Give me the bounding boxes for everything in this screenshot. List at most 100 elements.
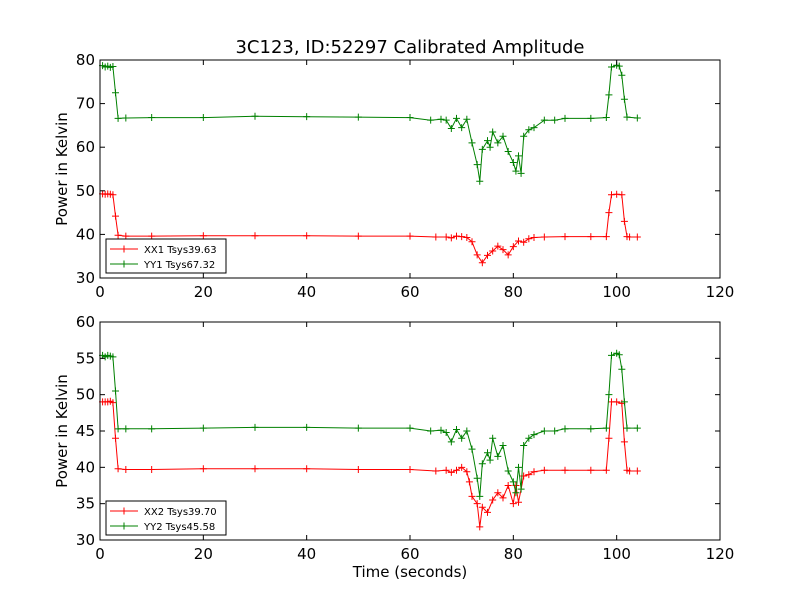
- plot2-series-1-point: [465, 478, 473, 486]
- plot1-series-1-point: [605, 209, 613, 217]
- plot2-series-2-point: [112, 387, 119, 395]
- plot1-series-2-point: [303, 113, 311, 121]
- plot1-series-2-point: [251, 112, 259, 120]
- plot1-series-1-point: [509, 243, 517, 251]
- plot1-series-1-point: [587, 233, 595, 241]
- plot2-legend-marker: [120, 507, 128, 515]
- plot2-series-1-point: [122, 466, 130, 474]
- plot2-series-2-point: [122, 425, 130, 433]
- plot2-series-2-point: [499, 442, 507, 450]
- plot1-xtick-label: 0: [95, 283, 105, 301]
- plot2-series-1-point: [620, 438, 628, 446]
- plot2-series-2-point: [587, 425, 595, 433]
- plot2-series-2-point: [114, 425, 122, 433]
- plot2-series-2: [99, 349, 641, 500]
- plot2-ytick-label: 40: [76, 458, 95, 476]
- plot2-series-2-point: [458, 434, 466, 442]
- plot1-series-1-point: [114, 231, 122, 239]
- plot2-xtick-label: 0: [95, 545, 105, 563]
- plot1-series-2-point: [473, 161, 481, 169]
- plot1-series-2-point: [478, 145, 486, 153]
- plot1-series-2-point: [109, 63, 117, 71]
- plot1-legend: XX1 Tsys39.63 YY1 Tsys67.32: [105, 238, 227, 274]
- plot1-ytick-label: 50: [76, 182, 95, 200]
- plot2-series-2-line: [102, 352, 638, 497]
- plot2-series-1-point: [432, 467, 440, 475]
- plot2-series-2-point: [512, 489, 520, 497]
- plots: 0 20 40 60 80 100 120 30 40 50 60 70 80 Power in Kelv…: [53, 51, 734, 581]
- plot1-series-1-point: [303, 232, 311, 240]
- plot1-ytick-label: 60: [76, 138, 95, 156]
- plot2-series-2-point: [551, 427, 559, 435]
- plot1-series-1-point: [458, 233, 466, 241]
- plot2-legend-box: [105, 500, 227, 536]
- plot2-series-1-point: [468, 492, 476, 500]
- plot1-series-2-point: [561, 114, 569, 122]
- plot2-series-1-point: [251, 465, 259, 473]
- plot2-series-2-point: [530, 431, 538, 439]
- plot1-xtick-label: 20: [194, 283, 213, 301]
- plot2-series-2-point: [605, 391, 613, 399]
- plot2-series-1-point: [484, 508, 491, 516]
- plot2-series-1-point: [476, 523, 484, 531]
- plot1-series-2-point: [463, 115, 471, 123]
- plot2-series-2-point: [489, 434, 497, 442]
- plot1-series-1-point: [618, 191, 626, 199]
- plot1-series-2-point: [437, 115, 445, 123]
- plot1-series-1-point: [540, 233, 548, 241]
- plot2-series-1-point: [199, 465, 207, 473]
- plot1-series-2-point: [406, 114, 414, 122]
- plot1-series-1-point: [515, 237, 522, 245]
- plot1-series-2-point: [199, 114, 207, 122]
- plot2-series-1-point: [509, 500, 517, 508]
- plot2-series-2-point: [561, 425, 569, 433]
- plot2-series-2-point: [473, 474, 481, 482]
- plot2-series-1-point: [478, 503, 486, 511]
- plot2-series-2-point: [478, 460, 486, 468]
- plot2-series-1-point: [114, 465, 122, 473]
- plot2-legend-marker: [120, 522, 128, 530]
- plot1-series-1-point: [504, 251, 512, 259]
- plot1-series-2-point: [489, 128, 497, 136]
- plot2-series-2-point: [608, 351, 615, 359]
- plot2-series-2-point: [618, 365, 626, 373]
- plot2-series-1-point: [561, 466, 569, 474]
- plot2-series-1-line: [102, 400, 638, 527]
- plot1-series-1-point: [520, 238, 528, 246]
- plot1-series-1-point: [530, 233, 538, 241]
- plot1-series-2-point: [447, 124, 455, 132]
- plot2-axes: 0 20 40 60 80 100 120 30 35 40 45 50 55 60 Power in Ke…: [53, 313, 734, 581]
- plot1-series-1-point: [626, 233, 634, 241]
- plot1-series-2-point: [623, 113, 631, 121]
- plot2-xlabel: Time (seconds): [352, 563, 468, 581]
- plot1-legend-marker: [120, 260, 128, 268]
- plot1-series-2-point: [442, 116, 450, 124]
- plot1-series-2-point: [509, 158, 517, 166]
- plot1-series-1-point: [561, 233, 569, 241]
- plot1-series-1-point: [447, 234, 455, 242]
- plot2-series-1-point: [515, 498, 522, 506]
- plot2-series-1-point: [633, 467, 641, 475]
- plot2-series-1-point: [453, 466, 460, 474]
- plot1-xtick-label: 40: [297, 283, 316, 301]
- plot2-series-1-point: [613, 398, 621, 406]
- plot2-series-1-point: [109, 399, 117, 407]
- plot2-ytick-label: 50: [76, 386, 95, 404]
- plot2-series-1-point: [520, 472, 528, 480]
- plot2-legend-label: YY2 Tsys45.58: [143, 522, 215, 533]
- plot1-series-1-point: [525, 235, 533, 243]
- plot1-xtick-label: 100: [602, 283, 631, 301]
- plot1-series-1-point: [602, 233, 610, 241]
- plot2-series-2-point: [476, 492, 484, 500]
- plot2-xtick-label: 100: [602, 545, 631, 563]
- plot1-series-2-point: [354, 113, 362, 121]
- plot1-legend-label: XX1 Tsys39.63: [144, 245, 217, 256]
- plot1-series-1-point: [354, 232, 362, 240]
- plot1-series-2-point: [427, 116, 435, 124]
- plot2-series-2-point: [517, 485, 525, 493]
- plot1-legend-marker: [120, 245, 128, 253]
- plot2-series-2-point: [453, 426, 460, 434]
- plot2-series-1-point: [442, 466, 450, 474]
- plot1-series-1-point: [633, 233, 641, 241]
- plot1-series-2-point: [608, 63, 615, 71]
